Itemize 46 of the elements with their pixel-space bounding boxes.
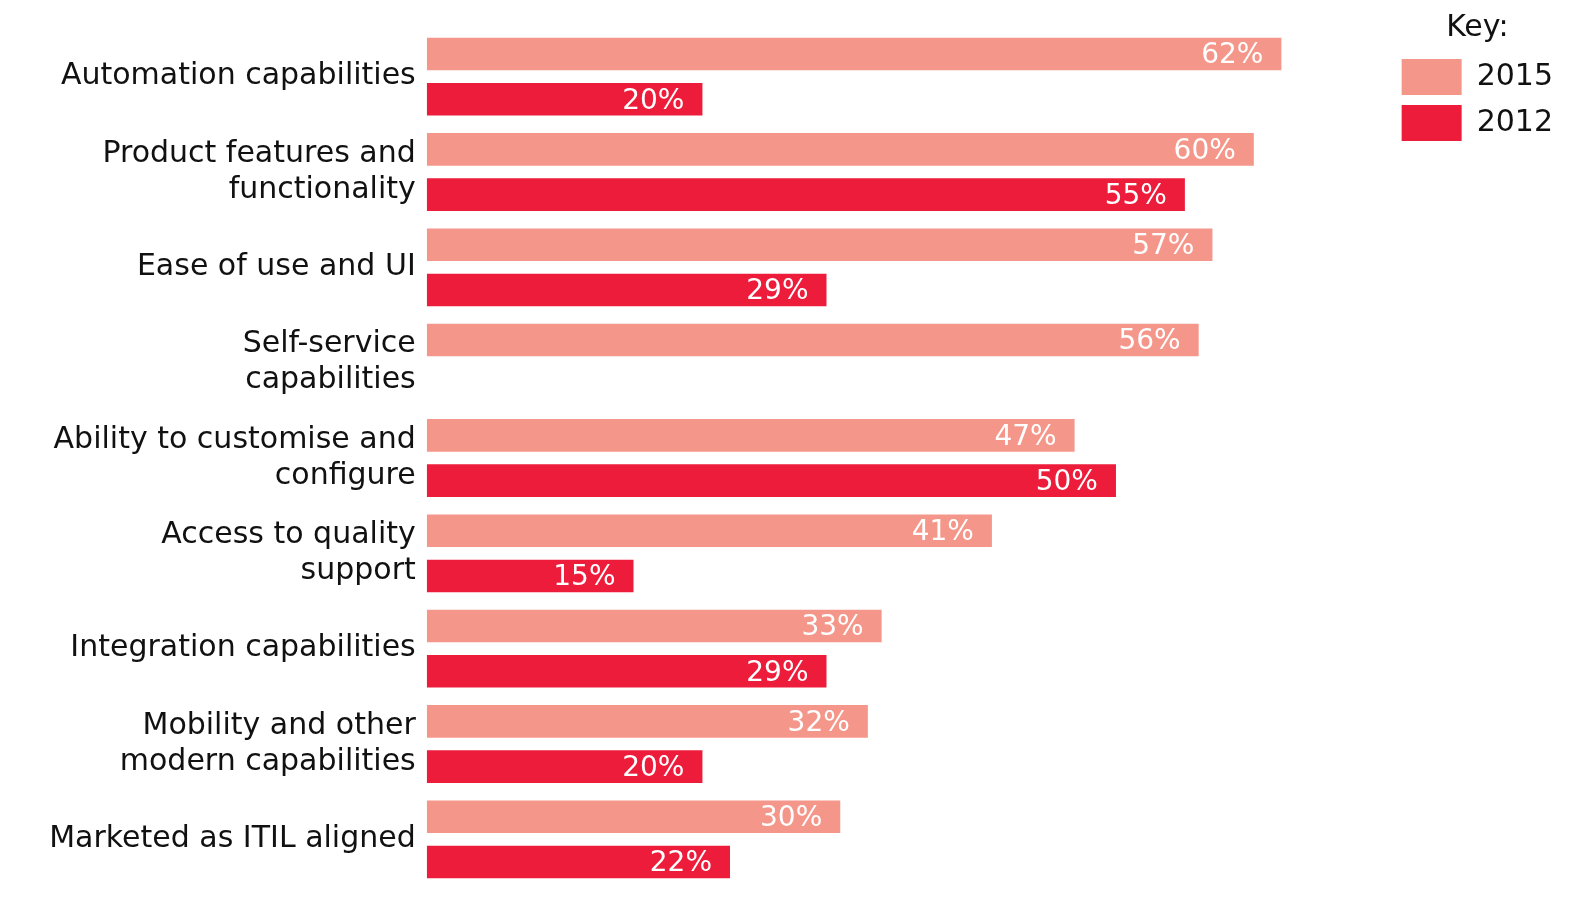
bar [426,419,1075,452]
data-label: 41% [911,513,974,547]
data-label: 33% [801,609,864,643]
data-label: 47% [994,418,1057,452]
bar [426,845,731,879]
bar [426,464,1116,497]
legend-label: 2012 [1476,102,1554,138]
y-tick-label: Integration capabilities [70,628,416,664]
bar [426,37,1282,71]
data-label: 62% [1201,37,1264,71]
bar [426,83,703,116]
bar [426,228,1213,261]
bar [426,133,1254,166]
bar [426,178,1185,211]
legend-title: Key: [1446,7,1509,43]
bar [426,705,868,738]
data-label: 60% [1173,132,1236,166]
bar [426,800,841,833]
bar [426,655,827,688]
bar [426,323,1199,357]
bar [426,609,882,643]
data-label: 55% [1104,177,1167,211]
data-label: 56% [1118,323,1181,357]
y-tick-label: Ease of use and UI [136,247,416,283]
data-label: 20% [622,82,685,116]
bar [426,750,703,783]
data-label: 57% [1132,227,1195,261]
y-tick-label: Automation capabilities [60,56,416,92]
bar [426,559,634,593]
data-label: 15% [553,559,616,593]
data-label: 22% [649,845,713,879]
y-tick-label: Marketed as ITIL aligned [49,819,416,855]
data-label: 30% [760,799,823,833]
data-label: 29% [746,273,809,307]
y-tick-label: Mobility and other modern capabilities [119,705,417,777]
data-label: 50% [1035,463,1098,497]
y-tick-label: Product features and functionality [102,133,416,205]
data-label: 29% [746,654,809,688]
y-tick-label: Ability to customise and configure [53,419,416,491]
data-label: 32% [787,704,850,738]
bar [426,514,992,547]
y-tick-label: Self-service capabilities [242,324,416,396]
data-label: 20% [622,749,685,783]
y-tick-label: Access to quality support [161,515,416,587]
bar [426,273,827,307]
legend-label: 2015 [1476,56,1554,92]
